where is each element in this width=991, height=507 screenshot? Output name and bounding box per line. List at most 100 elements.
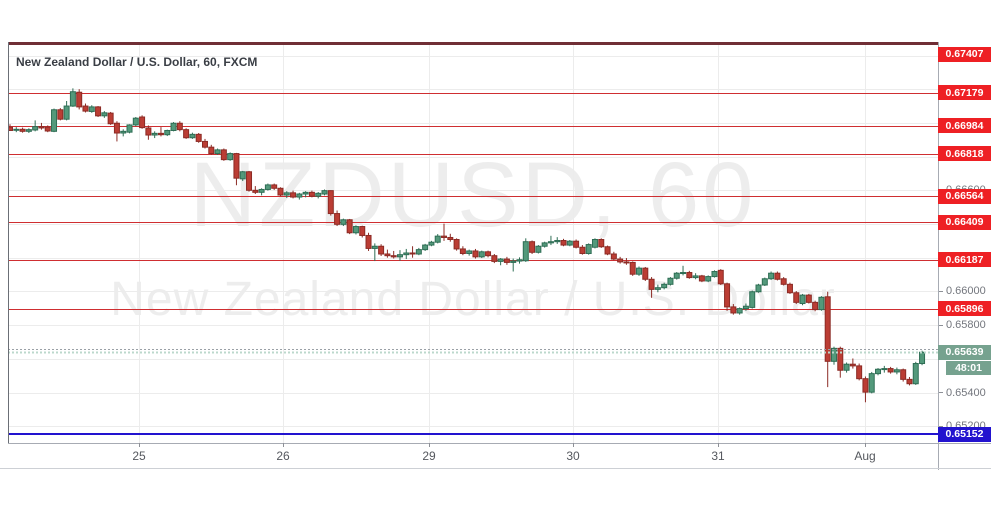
candle-body (38, 126, 45, 129)
pane-left-border (8, 42, 9, 443)
candle-body (623, 261, 630, 264)
candle-body (88, 106, 95, 112)
gridlines (8, 45, 938, 443)
candle-body (415, 249, 422, 255)
blue-price-line[interactable] (8, 433, 938, 435)
candle-body (201, 140, 208, 148)
candle-body (579, 246, 586, 254)
alert-price-label[interactable]: 0.65896 (938, 301, 991, 317)
candle-body (617, 258, 624, 263)
alert-lines[interactable] (8, 42, 938, 310)
candle-body (76, 91, 83, 108)
y-axis-tick (939, 324, 943, 326)
candle-body (856, 365, 863, 380)
candle-body (893, 369, 900, 373)
candle-body (189, 133, 196, 139)
candle-body (13, 128, 20, 131)
y-axis-tick (939, 392, 943, 393)
candle-body (113, 122, 120, 134)
candle-body (170, 122, 177, 131)
candle-body (466, 250, 473, 254)
candle-body (786, 283, 793, 294)
candles-canvas[interactable] (8, 42, 938, 443)
candle-body (208, 146, 215, 155)
chart-pane[interactable]: NZDUSD, 60 New Zealand Dollar / U.S. Dol… (8, 42, 938, 443)
candle-body (485, 251, 492, 257)
candle-body (547, 241, 554, 244)
candle-body (472, 250, 479, 258)
alert-price-label[interactable]: 0.67179 (938, 85, 991, 101)
candle-body (862, 378, 869, 393)
candle-body (82, 105, 89, 112)
candle-body (824, 296, 831, 362)
candle-body (749, 291, 756, 308)
candle-body (554, 240, 561, 243)
alert-price-label[interactable]: 0.66409 (938, 214, 991, 230)
alert-line-clamped[interactable] (8, 42, 938, 45)
candle-body (233, 153, 240, 179)
candle-body (107, 112, 114, 125)
candle-body (516, 259, 523, 262)
price-scale[interactable]: 0.674000.666000.660000.658000.654000.652… (938, 0, 991, 470)
candle-body (176, 122, 183, 131)
y-axis-tick (939, 290, 943, 292)
x-axis-label: 31 (711, 449, 725, 463)
candle-body (661, 283, 668, 289)
candle-body (57, 109, 64, 120)
x-axis-tick (139, 443, 140, 447)
symbol-title[interactable]: New Zealand Dollar / U.S. Dollar, 60, FX… (16, 55, 258, 69)
candle-body (321, 190, 328, 195)
candle-body (453, 239, 460, 250)
y-axis-label-text: 0.66000 (946, 285, 986, 298)
candle-body (717, 269, 724, 285)
candle-body (604, 246, 611, 255)
alert-price-label[interactable]: 0.66564 (938, 188, 991, 204)
candle-body (654, 287, 661, 290)
candle-body (818, 296, 825, 311)
x-axis-tick (429, 443, 430, 447)
candle-body (799, 294, 806, 305)
candle-body (340, 219, 347, 225)
candle-body (849, 363, 856, 367)
candle-body (793, 292, 800, 303)
alert-price-label[interactable]: 0.66818 (938, 146, 991, 162)
pane-bottom-border (8, 443, 991, 444)
candle-body (151, 132, 158, 136)
current-price-label: 0.65639 (938, 344, 991, 360)
candle-body (390, 255, 397, 258)
candle-body (396, 254, 403, 258)
candle-body (359, 226, 366, 236)
x-axis-tick (573, 443, 574, 447)
alert-price-label[interactable]: 0.66984 (938, 118, 991, 134)
x-axis-tick (283, 443, 284, 447)
x-axis-label: 26 (276, 449, 290, 463)
candle-body (132, 117, 139, 126)
candle-body (63, 105, 70, 120)
candle-body (736, 308, 743, 314)
candle-body (812, 301, 819, 311)
candle-body (308, 191, 315, 197)
x-axis-label: 29 (422, 449, 436, 463)
candle-body (334, 213, 341, 225)
alert-price-label[interactable]: 0.67407 (938, 46, 991, 62)
candle-body (434, 235, 441, 243)
candle-body (648, 278, 655, 290)
overlay-lines (8, 349, 938, 435)
candles (8, 88, 926, 403)
candle-body (919, 351, 926, 365)
candle-body (139, 116, 146, 129)
candle-body (730, 306, 737, 314)
blue-price-label[interactable]: 0.65152 (938, 426, 991, 442)
alert-price-label[interactable]: 0.66187 (938, 252, 991, 268)
y-axis-tick (939, 425, 943, 427)
x-axis-label: 30 (566, 449, 580, 463)
candle-body (705, 276, 712, 282)
candle-body (692, 275, 699, 279)
y-axis-label: 0.66000 (939, 284, 991, 298)
x-axis-label: Aug (854, 449, 876, 463)
candle-body (912, 363, 919, 385)
candle-body (290, 192, 297, 198)
time-axis[interactable]: 25 26 29 30 31 Aug (0, 443, 991, 468)
candle-body (843, 363, 850, 371)
